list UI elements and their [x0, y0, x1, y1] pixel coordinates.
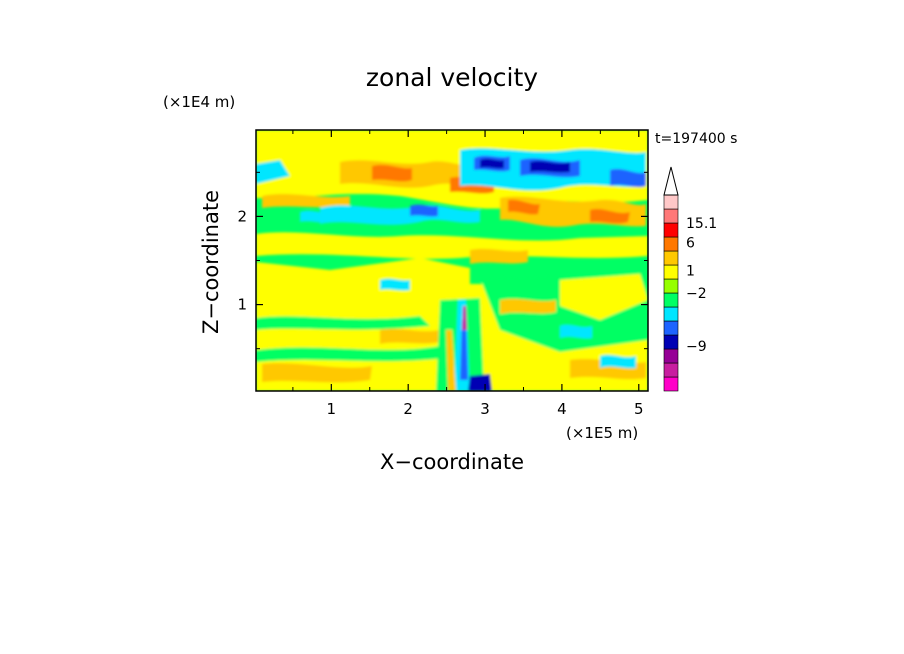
plume-orange-streak: [446, 330, 456, 391]
y-axis: 12: [237, 171, 648, 350]
colorbar-swatch-2: [663, 348, 679, 364]
colorbar-swatch-1: [663, 362, 679, 378]
orange-mid-patch: [470, 248, 528, 264]
blue-mid-left: [410, 204, 438, 217]
cyan-patch-low-3: [600, 354, 636, 369]
colorbar-swatch-5: [663, 306, 679, 322]
x-axis-label: X−coordinate: [380, 450, 524, 474]
vertical-plume-blue: [460, 320, 468, 380]
orange-low-mid: [380, 328, 440, 344]
orange-core-4: [590, 209, 630, 224]
colorbar-swatch-3: [663, 334, 679, 350]
orange-core-1: [372, 164, 412, 182]
time-label: t=197400 s: [655, 131, 737, 147]
colorbar-swatch-10: [663, 236, 679, 252]
colorbar-label: −9: [686, 339, 707, 355]
yellow-mid-band: [256, 232, 648, 259]
yellow-patch-left: [256, 258, 470, 300]
colorbar: 15.1 6 1 −2 −9: [663, 166, 717, 392]
colorbar-swatch-11: [663, 222, 679, 238]
colorbar-swatch-12: [663, 208, 679, 224]
colorbar-swatch-8: [663, 264, 679, 280]
x-tick-label: 5: [634, 400, 644, 418]
cyan-mid-left: [300, 210, 330, 223]
cyan-patch-low-2: [560, 324, 592, 339]
chart-title: zonal velocity: [366, 63, 538, 92]
colorbar-label: −2: [686, 286, 707, 302]
colorbar-label: 6: [686, 236, 695, 252]
vertical-plume-magenta: [462, 306, 467, 330]
navy-core-2: [530, 160, 570, 173]
cyan-band-left: [320, 205, 480, 225]
plume-base-blue: [468, 374, 492, 391]
colorbar-swatch-4: [663, 320, 679, 336]
x-tick-label: 3: [480, 400, 490, 418]
navy-core-1: [480, 158, 504, 169]
colorbar-swatch-6: [663, 292, 679, 308]
cyan-left-edge: [256, 160, 290, 184]
green-streak-2: [256, 346, 446, 362]
colorbar-swatch-7: [663, 278, 679, 294]
orange-mid-right: [500, 298, 556, 314]
colorbar-label: 1: [686, 264, 695, 280]
y-tick-label: 2: [237, 207, 247, 225]
x-tick-label: 1: [327, 400, 337, 418]
y-axis-label: Z−coordinate: [199, 190, 223, 334]
y-tick-label: 1: [237, 296, 247, 314]
orange-low-left: [262, 363, 372, 383]
colorbar-swatch-13: [663, 194, 679, 210]
contour-field: [256, 130, 648, 391]
colorbar-swatch-0: [663, 376, 679, 392]
y-unit-label: (×1E4 m): [163, 93, 235, 111]
x-tick-label: 4: [557, 400, 567, 418]
cyan-patch-low-1: [380, 278, 410, 291]
x-axis: 1 2 3 4 5: [292, 130, 644, 418]
green-streak-1: [256, 316, 430, 330]
x-unit-label: (×1E5 m): [566, 424, 638, 442]
orange-left-band: [262, 194, 350, 208]
yellow-right-patch: [560, 274, 648, 320]
colorbar-label: 15.1: [686, 216, 717, 232]
blue-core-3: [610, 169, 646, 188]
colorbar-swatch-9: [663, 250, 679, 266]
orange-core-3: [508, 199, 540, 215]
colorbar-max-arrow: [663, 166, 679, 196]
x-tick-label: 2: [403, 400, 413, 418]
